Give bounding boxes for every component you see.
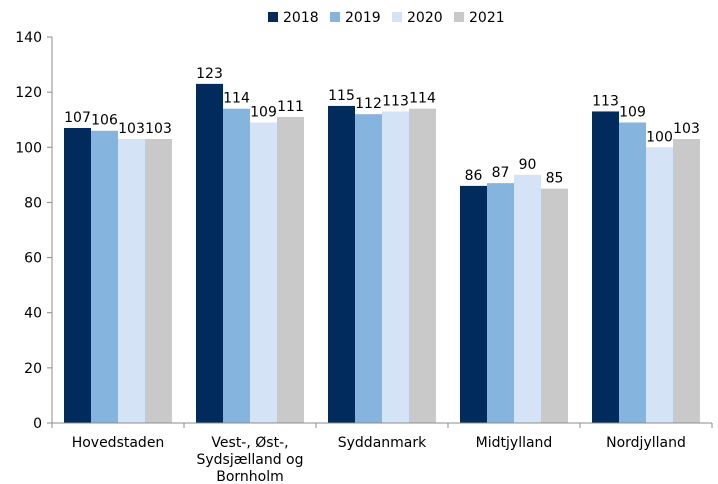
bar-2020	[646, 147, 673, 424]
data-label: 109	[250, 104, 277, 120]
y-axis: 0 20 40 60 80 100 120 140	[15, 30, 53, 432]
data-label: 115	[328, 88, 355, 104]
x-axis: Hovedstaden Vest-, Øst-,Sydsjælland ogBor…	[51, 422, 713, 484]
bar-2021	[541, 188, 568, 423]
legend-swatch	[392, 12, 402, 22]
legend-swatch	[454, 12, 464, 22]
data-label: 103	[145, 121, 172, 137]
bar-2019	[223, 108, 250, 423]
data-label: 103	[118, 121, 145, 137]
data-label: 113	[592, 93, 619, 109]
legend-label: 2019	[345, 10, 381, 26]
data-label: 113	[382, 93, 409, 109]
data-label: 111	[277, 99, 304, 115]
bar-2021	[409, 108, 436, 423]
x-category-label: Vest-, Øst-,	[211, 435, 288, 451]
bar-2018	[328, 105, 355, 423]
bar-2021	[673, 139, 700, 423]
y-tick-label: 0	[33, 416, 42, 432]
x-category-label: Bornholm	[216, 469, 284, 484]
data-label: 112	[355, 96, 382, 112]
data-label: 86	[465, 168, 483, 184]
y-tick-label: 80	[24, 195, 42, 211]
legend-swatch	[268, 12, 278, 22]
bar-2018	[460, 185, 487, 423]
data-label: 123	[196, 66, 223, 82]
data-label: 106	[91, 113, 118, 129]
y-tick-label: 60	[24, 251, 42, 267]
legend-label: 2021	[469, 10, 505, 26]
bar-2020	[382, 111, 409, 423]
y-tick-label: 120	[15, 85, 42, 101]
data-label: 85	[546, 171, 564, 187]
legend-label: 2018	[283, 10, 319, 26]
legend: 2018 2019 2020 2021	[268, 10, 505, 26]
data-label: 114	[409, 91, 436, 107]
y-tick-label: 140	[15, 30, 42, 46]
bar-2020	[118, 139, 145, 423]
bar-2020	[514, 174, 541, 423]
x-category-label: Nordjylland	[606, 435, 686, 451]
legend-swatch	[330, 12, 340, 22]
bar-2018	[592, 111, 619, 423]
bar-2018	[64, 127, 91, 423]
data-label: 100	[646, 129, 673, 145]
legend-label: 2020	[407, 10, 443, 26]
data-label: 90	[519, 157, 537, 173]
data-label: 114	[223, 91, 250, 107]
y-tick-label: 100	[15, 140, 42, 156]
bar-2021	[145, 139, 172, 423]
y-tick-label: 20	[24, 361, 42, 377]
bars	[64, 83, 700, 424]
data-label: 103	[673, 121, 700, 137]
bar-2019	[355, 114, 382, 423]
bar-2019	[487, 183, 514, 423]
x-category-label: Hovedstaden	[72, 435, 165, 451]
x-category-label: Midtjylland	[476, 435, 553, 451]
data-label: 107	[64, 110, 91, 126]
x-category-label: Sydsjælland og	[196, 452, 303, 468]
y-tick-label: 40	[24, 306, 42, 322]
bar-2019	[619, 122, 646, 423]
bar-2020	[250, 122, 277, 423]
x-category-label: Syddanmark	[338, 435, 427, 451]
bar-2019	[91, 130, 118, 423]
data-label: 109	[619, 104, 646, 120]
bar-2018	[196, 83, 223, 423]
bar-2021	[277, 116, 304, 423]
data-label: 87	[492, 165, 510, 181]
